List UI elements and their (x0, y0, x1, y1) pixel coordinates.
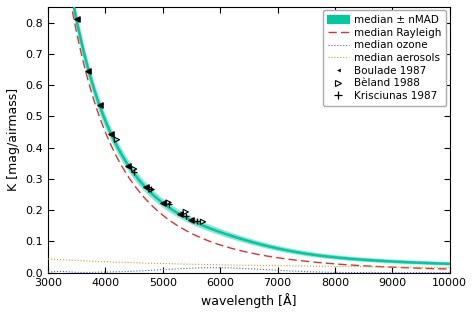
Point (73, 17, 81, 22)
Point (130, 169, 138, 175)
X-axis label: wavelength [Å]: wavelength [Å] (201, 293, 297, 308)
Point (130, 167, 138, 172)
Point (159, 201, 166, 206)
Point (176, 212, 184, 217)
Point (165, 202, 173, 207)
Point (182, 214, 190, 219)
Point (199, 219, 207, 224)
Y-axis label: K [mag/airmass]: K [mag/airmass] (7, 88, 20, 192)
Point (188, 218, 195, 223)
Point (125, 164, 132, 169)
Point (147, 186, 155, 191)
Point (182, 209, 190, 215)
Legend: median ± nMAD, median Rayleigh, median ozone, median aerosols, Boulade 1987, Bèl: median ± nMAD, median Rayleigh, median o… (323, 10, 447, 106)
Point (147, 187, 155, 192)
Point (142, 184, 149, 189)
Point (96, 102, 103, 107)
Point (108, 131, 115, 136)
Point (113, 137, 121, 142)
Point (165, 200, 173, 205)
Point (84, 68, 92, 73)
Point (193, 218, 201, 223)
